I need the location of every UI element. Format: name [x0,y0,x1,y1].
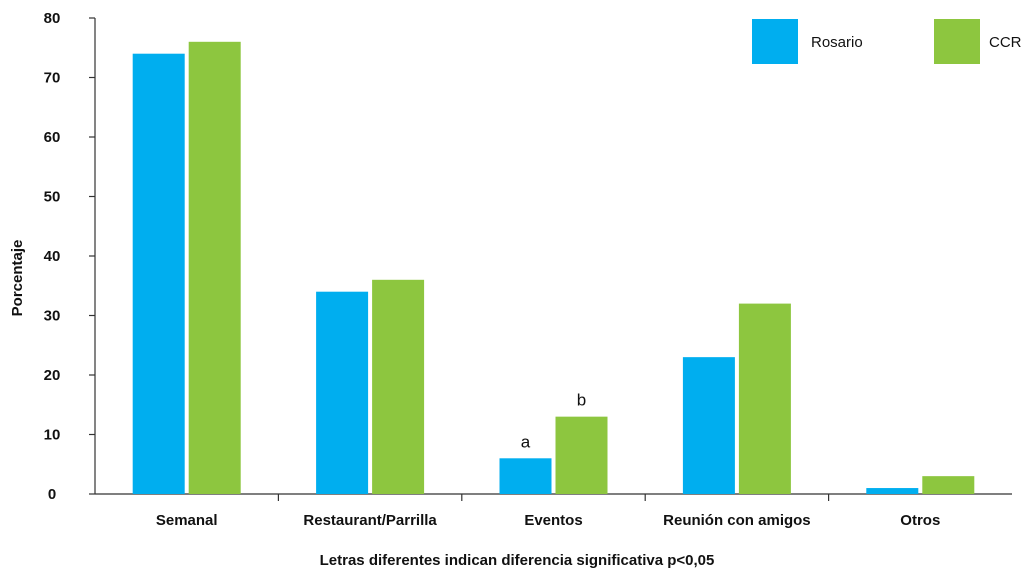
y-tick-label: 60 [44,129,61,146]
bar-rosario [682,357,735,494]
y-tick-label: 20 [44,367,61,384]
y-tick-label: 0 [48,486,56,503]
category-label: Eventos [524,512,582,529]
y-ticks: 0 10 20 30 40 50 60 70 80 [44,10,95,503]
category-label: Reunión con amigos [663,512,811,529]
category-label: Semanal [156,512,218,529]
bar-rosario [132,53,185,494]
y-tick-label: 30 [44,308,61,325]
legend-swatch-rosario [752,19,798,64]
legend-label: CCR [989,34,1022,51]
category-label: Restaurant/Parrilla [303,512,437,529]
bar-rosario [866,488,919,494]
y-axis-title: Porcentaje [9,240,26,317]
legend: Rosario CCR [752,19,1022,64]
category-labels: Semanal Restaurant/Parrilla Eventos Reunión… [156,512,940,529]
bar-ccr [555,416,608,494]
y-tick-label: 50 [44,189,61,206]
category-label: Otros [900,512,940,529]
bar-ccr [372,279,425,494]
x-ticks [277,494,830,501]
bars [132,41,975,495]
y-tick-label: 10 [44,427,61,444]
y-tick-label: 70 [44,70,61,87]
legend-label: Rosario [811,34,863,51]
bar-rosario [316,291,369,494]
annotations: ab [521,391,586,452]
y-tick-label: 80 [44,10,61,27]
significance-note: Letras diferentes indican diferencia sig… [320,552,715,569]
bar-ccr [188,41,241,495]
bar-ccr [922,476,975,494]
significance-letter: a [521,432,531,451]
legend-swatch-ccr [934,19,980,64]
bar-rosario [499,458,552,494]
y-tick-label: 40 [44,248,61,265]
significance-letter: b [577,391,586,410]
bar-ccr [738,303,791,494]
